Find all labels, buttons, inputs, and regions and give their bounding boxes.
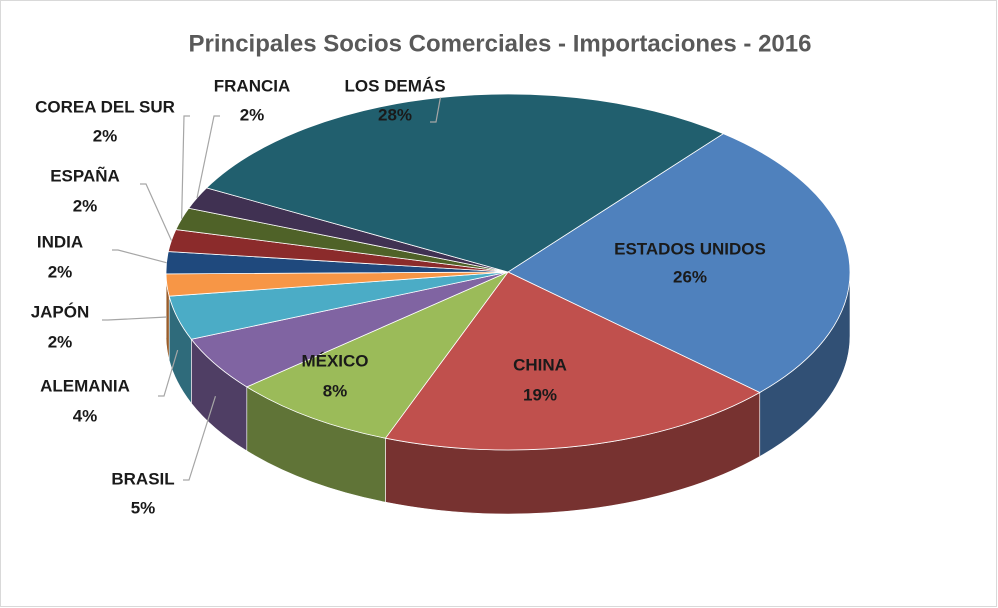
category-label: FRANCIA — [214, 76, 291, 95]
category-label: COREA DEL SUR — [35, 97, 175, 116]
value-label: 19% — [523, 385, 557, 404]
leader-line — [183, 396, 217, 481]
value-label: 2% — [48, 332, 73, 351]
leader-line — [181, 115, 190, 219]
slice — [245, 271, 510, 439]
slice — [205, 93, 725, 273]
category-label: ALEMANIA — [40, 376, 130, 395]
value-label: 2% — [73, 196, 98, 215]
value-label: 5% — [131, 498, 156, 517]
category-label: INDIA — [37, 232, 83, 251]
value-label: 4% — [73, 406, 98, 425]
leader-line — [140, 183, 172, 241]
value-label: 28% — [378, 105, 412, 124]
category-label: JAPÓN — [31, 302, 90, 321]
value-label: 2% — [48, 262, 73, 281]
category-label: BRASIL — [111, 469, 174, 488]
slice — [384, 271, 761, 451]
category-label: MÉXICO — [301, 351, 368, 370]
value-label: 2% — [93, 126, 118, 145]
category-label: LOS DEMÁS — [344, 76, 445, 95]
leader-line — [196, 115, 220, 199]
leader-line — [430, 97, 441, 123]
chart-title: Principales Socios Comerciales - Importa… — [189, 30, 812, 57]
category-label: ESTADOS UNIDOS — [614, 239, 766, 258]
value-label: 2% — [240, 105, 265, 124]
value-label: 26% — [673, 267, 707, 286]
leader-line — [158, 349, 179, 397]
leader-line — [102, 316, 167, 321]
slice — [507, 133, 851, 393]
category-label: ESPAÑA — [50, 165, 120, 185]
leader-line — [112, 249, 167, 264]
category-label: CHINA — [513, 355, 567, 374]
value-label: 8% — [323, 381, 348, 400]
